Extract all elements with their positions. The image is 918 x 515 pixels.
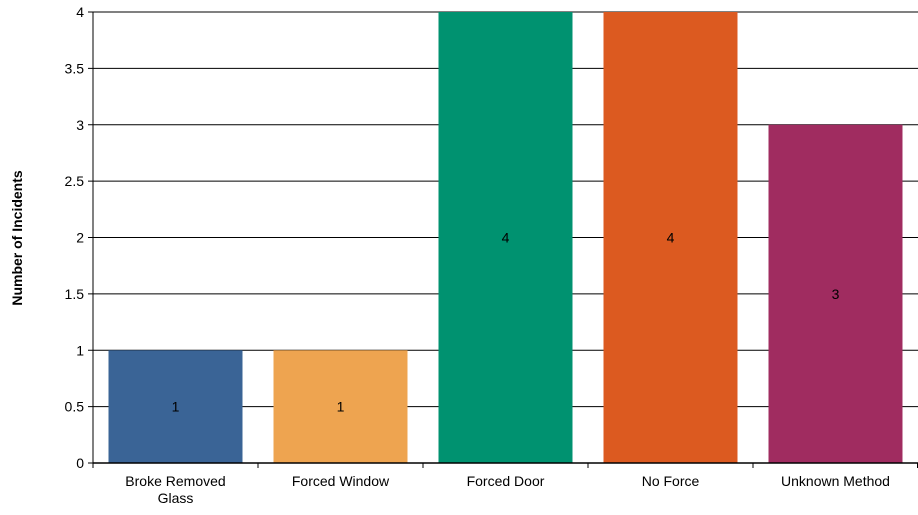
data-label: 3	[832, 286, 840, 302]
data-label: 4	[502, 230, 510, 246]
category-label: No Force	[642, 473, 700, 489]
bar	[603, 12, 738, 463]
y-tick-label: 3.5	[65, 60, 85, 76]
y-tick-labels: 0 0.5 1 1.5 2 2.5 3 3.5 4	[65, 4, 85, 471]
data-label: 1	[172, 399, 180, 415]
category-label: Forced Door	[467, 473, 545, 489]
bar	[768, 124, 903, 463]
y-tick-label: 1.5	[65, 286, 85, 302]
y-tick-label: 2.5	[65, 173, 85, 189]
y-tick-label: 4	[76, 4, 84, 20]
data-label: 1	[337, 399, 345, 415]
y-tick-label: 1	[76, 342, 84, 358]
y-tick-label: 0	[76, 455, 84, 471]
y-tick-label: 3	[76, 117, 84, 133]
category-label: Unknown Method	[781, 473, 890, 489]
data-labels: 1 1 4 4 3	[172, 230, 840, 415]
bar	[438, 12, 573, 463]
category-label: Forced Window	[292, 473, 390, 489]
x-category-labels: Broke Removed Glass Forced Window Forced Do…	[125, 473, 890, 506]
y-tick-label: 2	[76, 230, 84, 246]
bars	[108, 12, 903, 463]
category-label: Broke Removed Glass	[125, 473, 225, 506]
y-tick-label: 0.5	[65, 399, 85, 415]
data-label: 4	[667, 230, 675, 246]
bar	[273, 350, 408, 463]
bar	[108, 350, 243, 463]
y-axis-label: Number of Incidents	[9, 170, 25, 306]
